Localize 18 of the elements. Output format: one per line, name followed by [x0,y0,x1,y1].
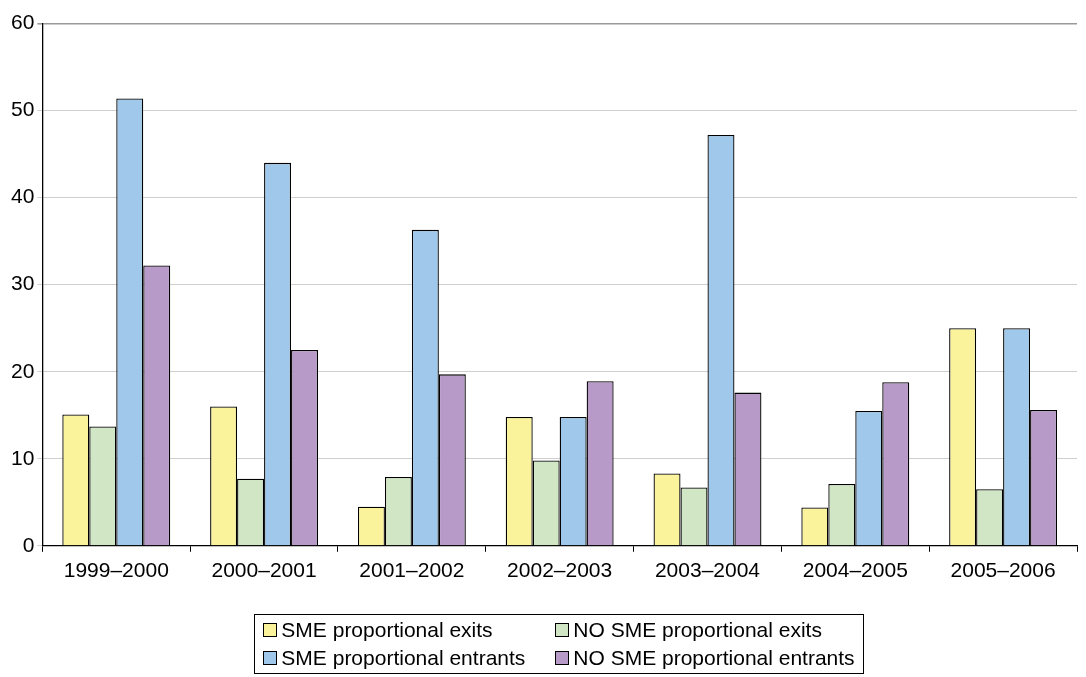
y-tick-label: 20 [11,358,35,382]
y-tick-label: 50 [11,97,35,121]
legend-label: NO SME proportional exits [573,618,822,642]
y-tick-label: 10 [11,445,35,469]
x-tick-label: 2005–2006 [950,558,1056,582]
y-tick-label: 40 [11,184,35,208]
y-tick-label: 0 [22,532,35,556]
x-tick-label: 2004–2005 [802,558,908,582]
y-tick-label: 60 [11,10,35,34]
x-tick-label: 2002–2003 [507,558,613,582]
legend-label: NO SME proportional entrants [573,646,855,670]
x-tick-label: 2000–2001 [211,558,317,582]
legend-label: SME proportional entrants [281,646,526,670]
x-tick-label: 2001–2002 [359,558,465,582]
x-tick-label: 1999–2000 [63,558,169,582]
x-tick-label: 2003–2004 [654,558,761,582]
y-tick-label: 30 [11,271,35,295]
legend-label: SME proportional exits [281,618,493,642]
